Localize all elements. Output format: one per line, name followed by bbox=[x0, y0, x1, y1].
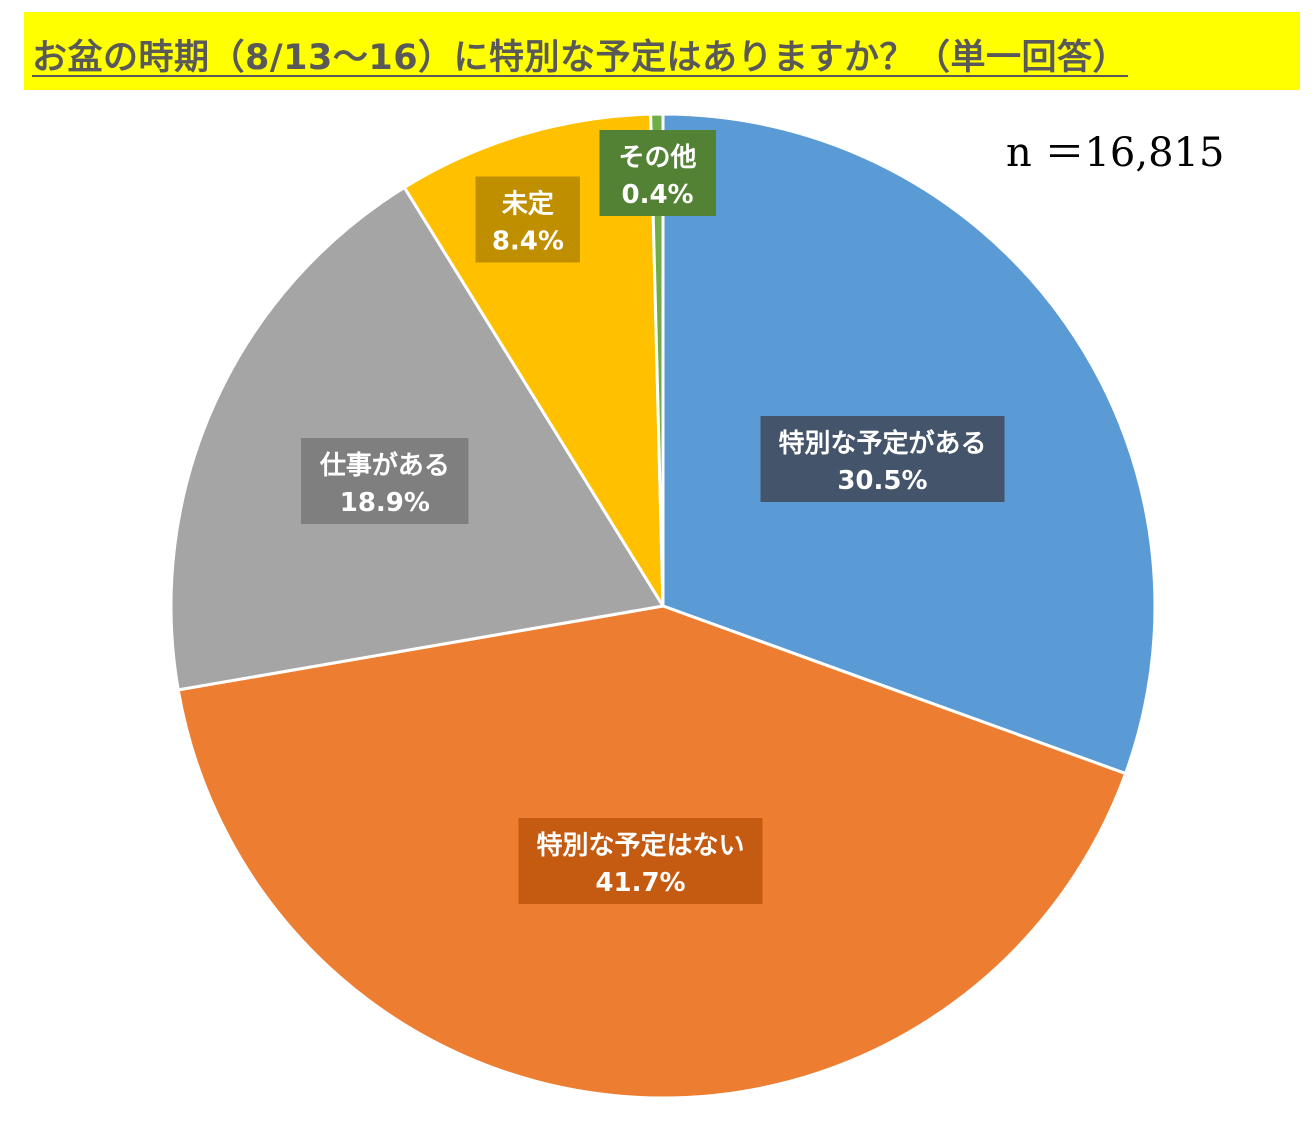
chart-title-banner: お盆の時期（8/13〜16）に特別な予定はありますか？（単一回答） bbox=[24, 12, 1300, 90]
slice-category-label: 特別な予定がある bbox=[778, 428, 986, 459]
slice-label-background bbox=[760, 416, 1005, 503]
slice-category-label: 未定 bbox=[502, 188, 554, 219]
slice-value-label: 18.9% bbox=[340, 488, 430, 518]
slice-label-background bbox=[599, 130, 716, 217]
pie-slice bbox=[649, 112, 665, 608]
pie-labels: 特別な予定がある 30.5% 特別な予定はない 41.7% 仕事がある 18.9% 未定 8.… bbox=[301, 130, 1005, 904]
slice-category-label: 仕事がある bbox=[319, 450, 450, 481]
sample-size-label: n ＝16,815 bbox=[1006, 130, 1225, 176]
slice-category-label: その他 bbox=[619, 143, 697, 173]
slice-label: 特別な予定がある 30.5% bbox=[760, 416, 1005, 503]
slice-value-label: 8.4% bbox=[492, 226, 564, 256]
chart-title: お盆の時期（8/13〜16）に特別な予定はありますか？（単一回答） bbox=[32, 38, 1129, 78]
slice-label-background bbox=[301, 437, 469, 524]
slice-label-background bbox=[475, 176, 581, 263]
slice-label-background bbox=[518, 817, 763, 904]
pie-slices bbox=[169, 112, 1157, 1100]
slice-value-label: 0.4% bbox=[621, 180, 693, 210]
slice-value-label: 41.7% bbox=[595, 868, 685, 898]
slice-value-label: 30.5% bbox=[837, 466, 927, 496]
pie-slice bbox=[402, 112, 665, 608]
slice-label: その他 0.4% bbox=[599, 130, 716, 217]
slice-label: 未定 8.4% bbox=[475, 176, 581, 263]
slice-category-label: 特別な予定はない bbox=[536, 830, 744, 861]
slice-label: 仕事がある 18.9% bbox=[301, 437, 469, 524]
slice-label: 特別な予定はない 41.7% bbox=[518, 817, 763, 904]
